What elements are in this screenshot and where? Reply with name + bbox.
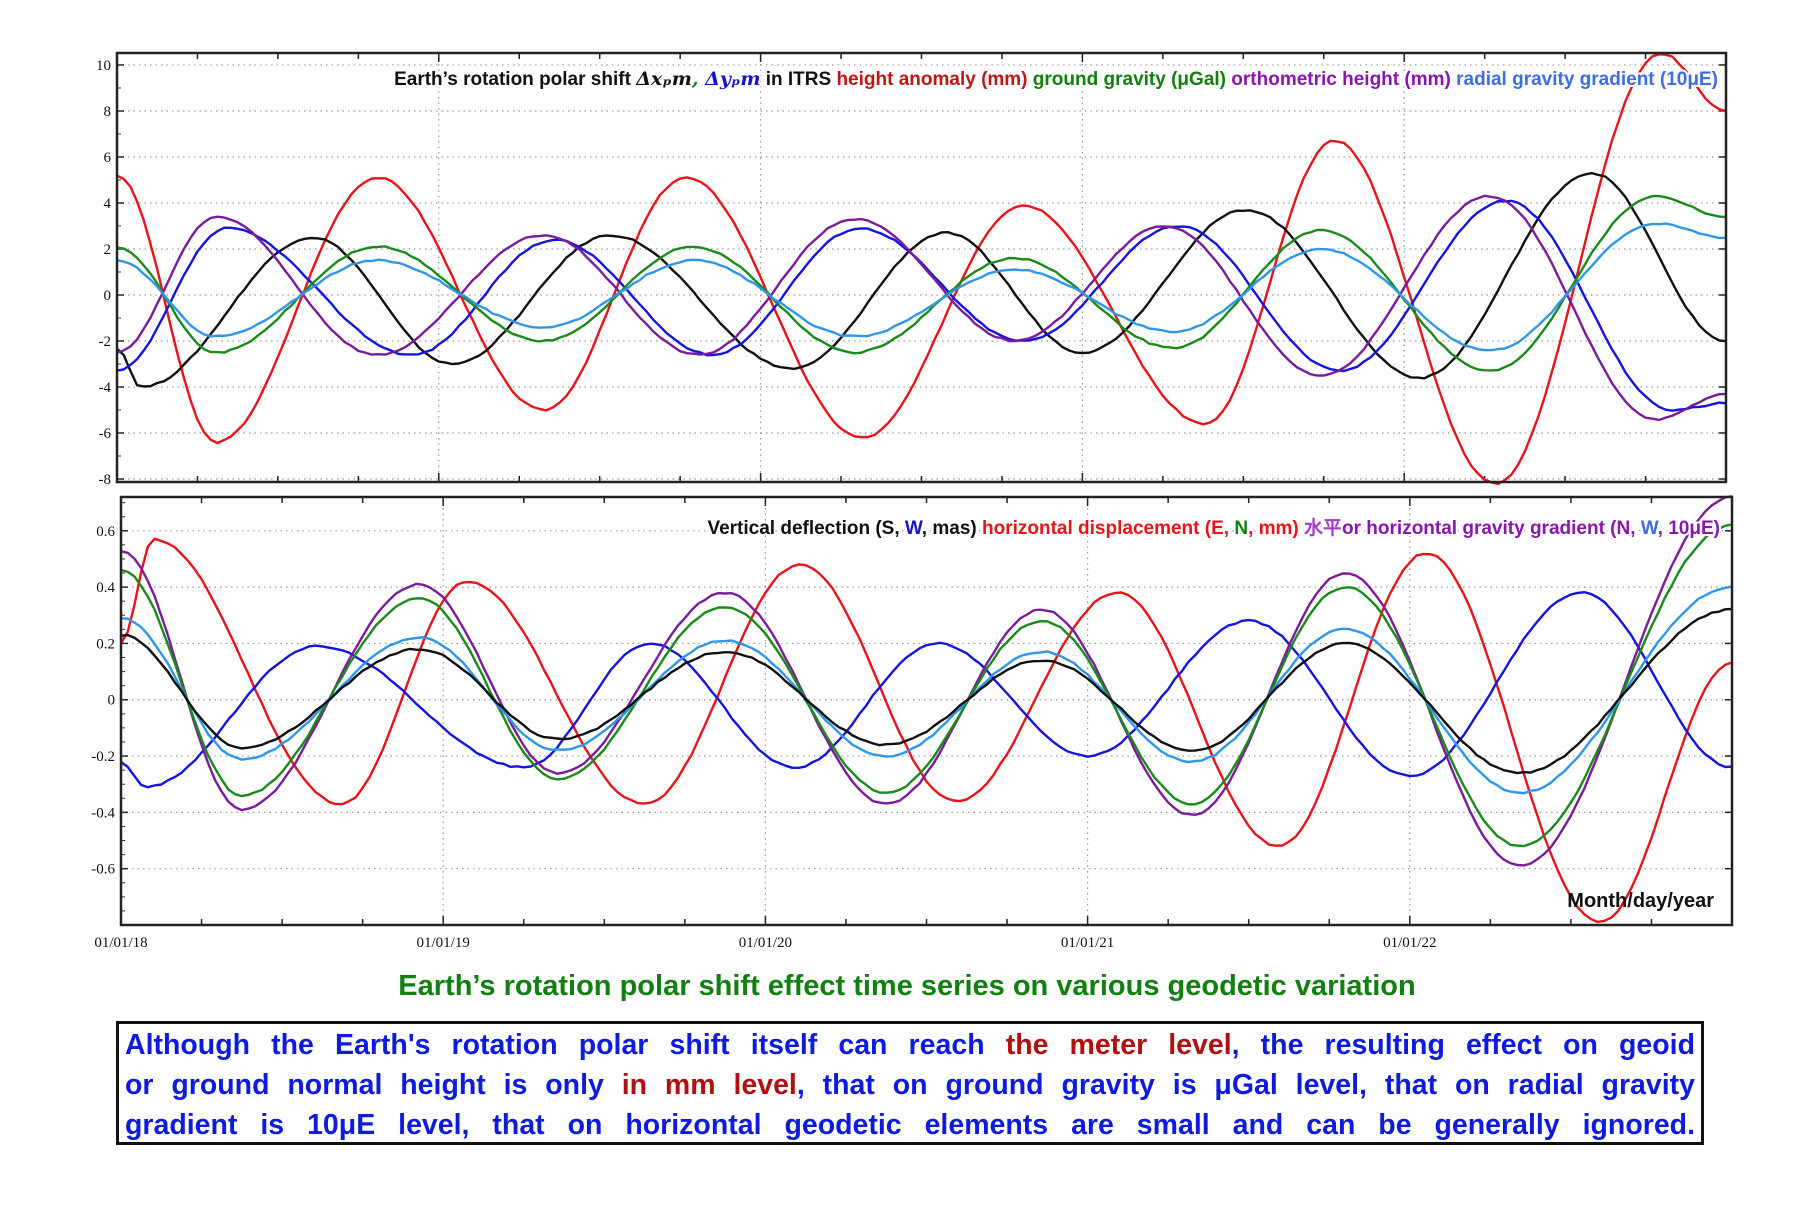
bottom-plot-frame: [119, 495, 1734, 927]
legend-entry: horizontal displacement (E,: [982, 518, 1234, 539]
y-tick-label: -0.6: [91, 862, 115, 878]
y-tick-label: -2: [99, 334, 112, 350]
x-axis-label: Month/day/year: [1567, 890, 1714, 912]
y-tick-label: 2: [104, 242, 112, 258]
series-line: [120, 607, 1733, 775]
y-tick-label: 0.4: [96, 580, 115, 596]
series-line: [120, 591, 1733, 789]
y-tick-label: -0.2: [91, 749, 115, 765]
legend-entry: 水平: [1304, 517, 1342, 539]
series-line: [116, 171, 1727, 388]
y-tick-label: -8: [99, 472, 112, 488]
x-tick-label: 01/01/21: [1061, 935, 1114, 951]
x-tick-label: 01/01/19: [417, 935, 470, 951]
y-tick-label: -4: [99, 380, 112, 396]
y-tick-label: -6: [99, 426, 112, 442]
y-tick-label: 0.6: [96, 524, 115, 540]
summary-note-box: Although the Earth's rotation polar shif…: [116, 1021, 1704, 1145]
note-highlight: the meter level: [1005, 1029, 1232, 1061]
top-legend: Earth’s rotation polar shift Δxₚm, Δyₚm …: [394, 68, 1718, 90]
series-line: [120, 523, 1733, 848]
legend-entry: Δyₚm: [704, 68, 760, 90]
series-line: [116, 222, 1727, 352]
legend-entry: in ITRS: [760, 69, 836, 90]
y-tick-label: 0: [108, 693, 116, 709]
series-line: [116, 53, 1727, 486]
legend-entry: Vertical deflection (S,: [707, 518, 904, 539]
note-text: , that on ground gravity is μGal level, …: [796, 1069, 1695, 1101]
note-line: or ground normal height is only in mm le…: [125, 1064, 1695, 1104]
note-text: or ground normal height is only: [125, 1069, 622, 1101]
series-line: [120, 495, 1733, 867]
legend-entry: radial gravity gradient (10μE): [1456, 69, 1718, 90]
y-tick-label: 6: [104, 150, 112, 166]
legend-entry: Δxₚm: [635, 68, 692, 90]
chart-figure: 10 8 6 4 2 0 -2 -4 -6 -8 Earth’s rotation polar sh…: [91, 51, 1734, 951]
series-line: [119, 537, 1733, 924]
x-tick-label: 01/01/20: [739, 935, 792, 951]
series-line: [116, 194, 1727, 422]
legend-entry: N: [1234, 518, 1248, 539]
series-line: [116, 194, 1727, 372]
y-tick-label: 8: [104, 104, 112, 120]
legend-entry: orthometric height (mm): [1231, 69, 1456, 90]
legend-entry: height anomaly (mm): [836, 69, 1032, 90]
series-line: [120, 585, 1733, 795]
bottom-legend: Vertical deflection (S, W, mas) horizont…: [707, 517, 1720, 539]
legend-entry: ground gravity (μGal): [1033, 69, 1231, 90]
y-tick-label: 0: [104, 288, 112, 304]
legend-entry: W: [905, 518, 923, 539]
legend-entry: ,: [691, 68, 705, 90]
legend-entry: Earth’s rotation polar shift: [394, 69, 636, 90]
top-plot-frame: [115, 51, 1728, 484]
figure-caption: Earth’s rotation polar shift effect time…: [398, 970, 1416, 1002]
note-text: , the resulting effect on geoid: [1231, 1029, 1695, 1061]
bottom-panel: 0.6 0.4 0.2 0 -0.2 -0.4 -0.6 Vertical deflectio…: [91, 495, 1734, 951]
legend-entry: or horizontal gravity gradient (N,: [1342, 518, 1641, 539]
top-panel: 10 8 6 4 2 0 -2 -4 -6 -8 Earth’s rotation polar sh…: [96, 51, 1728, 488]
y-tick-label: -0.4: [91, 805, 115, 821]
note-highlight: in mm level: [621, 1069, 797, 1101]
x-tick-label: 01/01/18: [94, 935, 147, 951]
legend-entry: , mm): [1248, 518, 1304, 539]
note-line: Although the Earth's rotation polar shif…: [125, 1024, 1695, 1064]
note-text: gradient is 10μE level, that on horizont…: [125, 1109, 1695, 1141]
y-tick-label: 10: [96, 58, 111, 74]
legend-entry: , 10μE): [1658, 518, 1720, 539]
y-tick-label: 4: [104, 196, 112, 212]
note-text: Although the Earth's rotation polar shif…: [125, 1029, 1006, 1061]
top-plot-area: [117, 53, 1726, 482]
legend-entry: W: [1641, 518, 1659, 539]
y-tick-label: 0.2: [96, 636, 115, 652]
bottom-plot-area: [121, 497, 1732, 925]
note-line: gradient is 10μE level, that on horizont…: [125, 1104, 1695, 1144]
x-tick-label: 01/01/22: [1383, 935, 1436, 951]
legend-entry: , mas): [922, 518, 982, 539]
